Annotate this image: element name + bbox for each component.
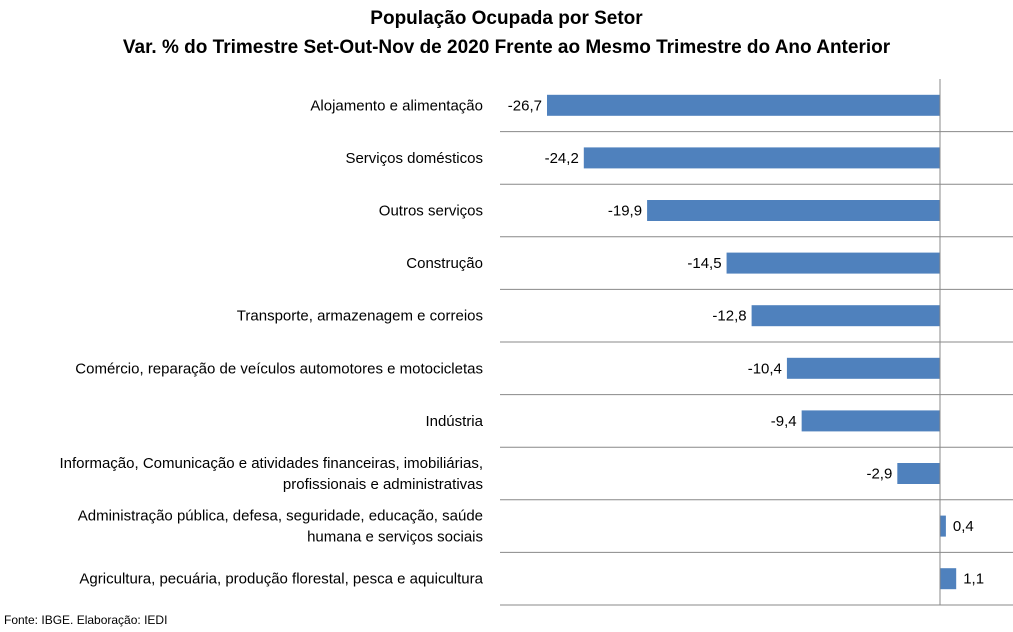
category-label: Comércio, reparação de veículos automoto… bbox=[75, 360, 483, 377]
chart-title: População Ocupada por Setor bbox=[370, 8, 643, 29]
category-label: Administração pública, defesa, seguridad… bbox=[78, 508, 483, 525]
chart-subtitle: Var. % do Trimestre Set-Out-Nov de 2020 … bbox=[122, 37, 891, 58]
data-label: 1,1 bbox=[963, 571, 984, 588]
bar bbox=[897, 463, 940, 484]
data-label: -9,4 bbox=[771, 413, 797, 430]
bar bbox=[547, 94, 940, 116]
data-label: -12,8 bbox=[712, 308, 746, 325]
category-label: Informação, Comunicação e atividades fin… bbox=[59, 455, 483, 472]
bar bbox=[801, 410, 940, 432]
bar bbox=[786, 357, 940, 379]
data-label: -24,2 bbox=[545, 150, 579, 167]
source-note: Fonte: IBGE. Elaboração: IEDI bbox=[4, 613, 168, 627]
bar bbox=[751, 305, 940, 327]
category-label: Serviços domésticos bbox=[345, 150, 483, 167]
category-label: profissionais e administrativas bbox=[283, 476, 483, 493]
bar bbox=[583, 147, 940, 169]
bar bbox=[726, 252, 940, 274]
category-label: humana e serviços sociais bbox=[307, 529, 483, 546]
category-label: Indústria bbox=[425, 413, 483, 430]
data-label: -19,9 bbox=[608, 203, 642, 220]
data-label: -14,5 bbox=[687, 255, 721, 272]
bar bbox=[940, 568, 957, 590]
category-label: Alojamento e alimentação bbox=[310, 97, 483, 114]
category-label: Transporte, armazenagem e correios bbox=[237, 308, 483, 325]
category-label: Outros serviços bbox=[379, 203, 483, 220]
bar bbox=[647, 200, 940, 221]
data-label: -26,7 bbox=[508, 97, 542, 114]
data-label: 0,4 bbox=[953, 518, 974, 535]
data-label: -10,4 bbox=[748, 360, 782, 377]
bar bbox=[940, 515, 946, 537]
category-label: Construção bbox=[406, 255, 483, 272]
data-label: -2,9 bbox=[866, 466, 892, 483]
category-label: Agricultura, pecuária, produção floresta… bbox=[79, 571, 483, 588]
